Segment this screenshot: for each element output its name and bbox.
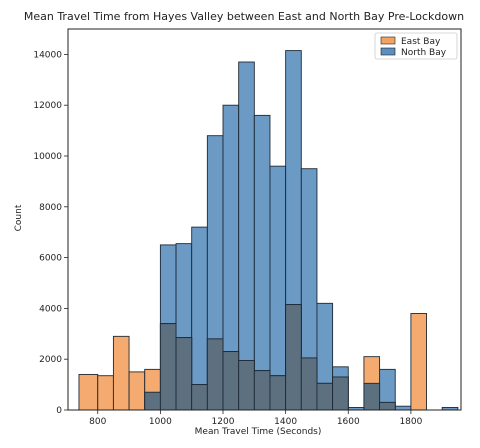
plot-frame xyxy=(67,28,462,411)
bar-north-bay-7 xyxy=(253,114,271,411)
bar-overlap-11 xyxy=(253,370,271,411)
bar-overlap-17 xyxy=(363,382,381,411)
x-tick-label-1400: 1400 xyxy=(274,417,297,427)
y-tick-label-12000: 12000 xyxy=(33,101,62,111)
bar-overlap-16 xyxy=(332,376,349,411)
y-axis-label: Count xyxy=(14,204,24,231)
legend-swatch-east-bay xyxy=(380,36,396,45)
bar-overlap-10 xyxy=(238,360,255,411)
bar-overlap-18 xyxy=(379,401,396,411)
bar-overlap-6 xyxy=(175,337,193,411)
bar-north-bay-3 xyxy=(191,226,208,411)
bar-east-bay-19 xyxy=(410,313,428,411)
bar-east-bay-1 xyxy=(97,375,114,411)
x-tick-label-1200: 1200 xyxy=(212,417,235,427)
bar-overlap-15 xyxy=(316,382,334,411)
y-tick-label-4000: 4000 xyxy=(39,304,62,314)
x-tick-label-1000: 1000 xyxy=(149,417,172,427)
y-tick-label-14000: 14000 xyxy=(33,50,62,60)
x-tick-label-800: 800 xyxy=(89,417,106,427)
bar-east-bay-3 xyxy=(128,371,146,411)
y-tick-label-8000: 8000 xyxy=(39,203,62,213)
y-tick-label-6000: 6000 xyxy=(39,254,62,264)
bar-overlap-4 xyxy=(144,391,161,411)
bar-north-bay-8 xyxy=(269,165,287,411)
bar-overlap-5 xyxy=(159,323,177,411)
y-tick-label-2000: 2000 xyxy=(39,355,62,365)
bar-overlap-14 xyxy=(300,357,318,411)
legend-label-north-bay: North Bay xyxy=(401,48,447,58)
legend-label-east-bay: East Bay xyxy=(401,37,441,47)
bar-overlap-12 xyxy=(269,375,287,411)
legend-swatch-north-bay xyxy=(380,47,396,56)
y-tick-label-0: 0 xyxy=(56,406,62,416)
legend-box xyxy=(374,32,458,60)
bar-overlap-7 xyxy=(191,384,208,411)
bar-north-bay-6 xyxy=(238,61,255,411)
bar-overlap-9 xyxy=(222,351,240,411)
bar-east-bay-0 xyxy=(78,373,99,411)
chart-title: Mean Travel Time from Hayes Valley betwe… xyxy=(24,10,464,23)
y-tick-label-10000: 10000 xyxy=(33,152,62,162)
bar-overlap-8 xyxy=(206,338,224,411)
legend: East Bay North Bay xyxy=(374,32,458,60)
bar-overlap-13 xyxy=(285,304,302,411)
x-tick-label-1800: 1800 xyxy=(399,417,422,427)
x-axis-label: Mean Travel Time (Seconds) xyxy=(195,427,322,437)
x-axis: 800 1000 1200 1400 1600 1800 xyxy=(89,410,423,427)
y-axis: 0 2000 4000 6000 8000 10000 12000 14000 xyxy=(33,50,68,416)
bar-east-bay-2 xyxy=(112,335,130,411)
x-tick-label-1600: 1600 xyxy=(337,417,360,427)
bar-north-bay-16 xyxy=(394,405,412,411)
overlap-layer xyxy=(144,304,396,411)
bars-layer xyxy=(78,50,459,411)
